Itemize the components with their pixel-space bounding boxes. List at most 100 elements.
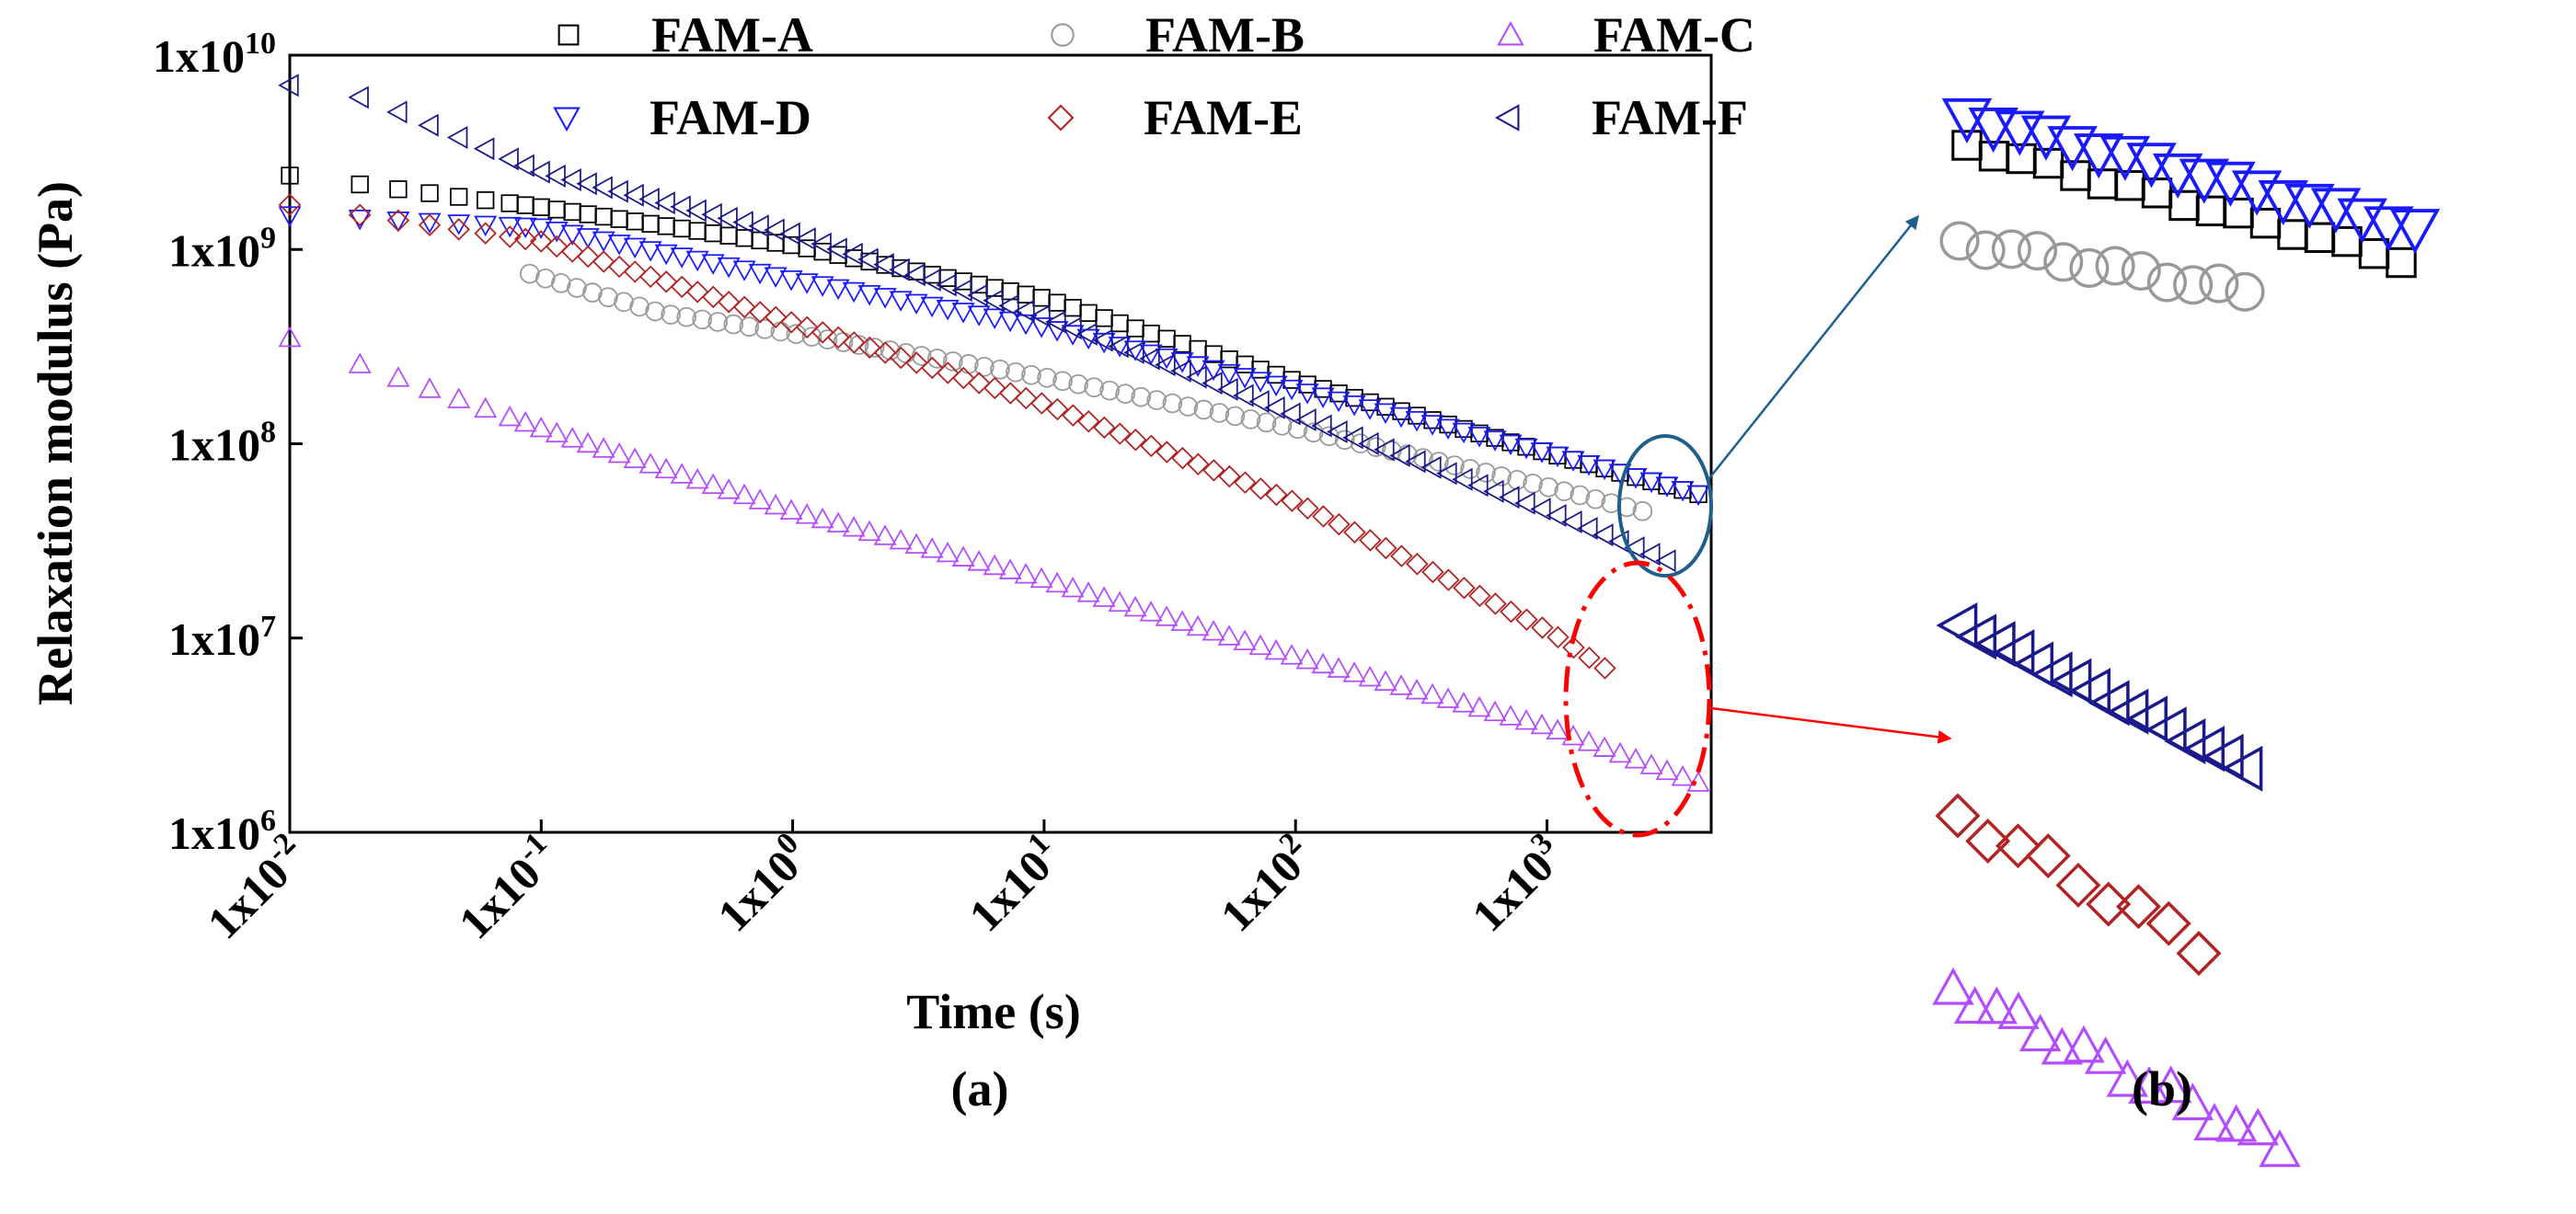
data-point: [1281, 489, 1304, 512]
data-point: [654, 457, 678, 479]
zoom-data-point: [2214, 1104, 2258, 1142]
zoom-data-point: [2386, 246, 2417, 279]
data-point: [1217, 377, 1238, 401]
data-point: [889, 528, 913, 550]
data-point: [766, 234, 785, 252]
data-point: [1655, 549, 1676, 573]
data-point: [890, 346, 913, 370]
data-point: [999, 382, 1022, 405]
data-point: [1397, 444, 1418, 464]
data-point: [654, 270, 678, 293]
data-point: [1436, 462, 1457, 486]
data-series-layer: [278, 74, 1710, 792]
zoom-data-point: [2202, 733, 2244, 780]
data-point: [1029, 567, 1053, 589]
data-point: [1546, 718, 1570, 740]
zoom-data-point: [2073, 133, 2124, 179]
data-point: [1608, 741, 1632, 763]
data-point: [1233, 368, 1257, 389]
data-point: [641, 214, 660, 234]
data-point: [1155, 605, 1179, 626]
data-point: [1014, 299, 1035, 323]
data-point: [786, 324, 807, 344]
data-point: [1358, 399, 1382, 420]
data-point: [952, 366, 975, 390]
data-point: [607, 441, 631, 464]
legend-label: FAM-A: [651, 7, 813, 63]
data-point: [880, 340, 901, 361]
data-point: [1014, 314, 1038, 336]
data-point: [685, 199, 707, 223]
zoom-series-fam-f: [1936, 602, 2263, 792]
zoom-data-point: [2179, 158, 2230, 204]
zoom-data-point: [2193, 1103, 2236, 1140]
data-point: [547, 200, 566, 219]
data-point: [1312, 505, 1335, 528]
data-point: [1021, 364, 1041, 385]
legend-label: FAM-F: [1592, 90, 1748, 145]
data-point: [278, 74, 299, 97]
zoom-data-point: [2041, 1026, 2084, 1065]
data-point: [843, 331, 866, 354]
data-point: [764, 267, 788, 288]
data-point: [513, 217, 537, 239]
data-point: [1593, 523, 1614, 547]
data-point: [386, 366, 410, 387]
data-point: [1093, 416, 1116, 440]
data-point: [614, 292, 634, 313]
legend-marker-icon: [553, 107, 581, 132]
data-point: [1593, 736, 1616, 757]
series-fam-b: [520, 263, 1653, 521]
data-point: [764, 493, 788, 515]
data-point: [1079, 304, 1098, 322]
data-point: [545, 421, 569, 443]
data-point: [1452, 467, 1473, 491]
data-point: [1452, 692, 1476, 713]
data-point: [592, 250, 615, 273]
data-point: [685, 281, 709, 304]
data-point: [974, 357, 995, 377]
y-axis-label: Relaxation modulus (Pa): [28, 181, 83, 705]
data-point: [764, 305, 788, 329]
data-point: [717, 478, 741, 499]
data-point: [717, 257, 741, 279]
data-point: [1095, 309, 1113, 327]
data-point: [685, 250, 709, 272]
zoom-series-fam-c: [1932, 967, 2301, 1167]
data-point: [1045, 310, 1066, 334]
data-point: [801, 326, 822, 347]
data-point: [1578, 647, 1601, 670]
data-point: [951, 303, 975, 324]
data-point: [1577, 454, 1601, 476]
data-point: [1570, 485, 1591, 506]
zoom-data-point: [2055, 862, 2101, 908]
data-point: [629, 296, 650, 317]
data-point: [1476, 463, 1496, 483]
data-point: [1639, 543, 1661, 567]
data-point: [551, 273, 571, 293]
data-point: [936, 273, 957, 297]
data-point: [623, 183, 644, 207]
data-point: [1062, 404, 1085, 427]
data-point: [1139, 347, 1160, 371]
data-point: [576, 245, 600, 269]
y-tick-label: 1x108: [168, 416, 276, 471]
data-point: [1342, 661, 1366, 682]
data-point: [1546, 503, 1567, 527]
zoom-data-point: [2164, 718, 2206, 764]
data-point: [610, 210, 628, 228]
data-point: [513, 410, 537, 432]
data-point: [1170, 610, 1194, 632]
data-point: [657, 217, 675, 235]
data-point: [1374, 403, 1397, 424]
zoom-data-point: [2237, 1107, 2280, 1146]
data-point: [1092, 586, 1116, 607]
data-point: [529, 218, 553, 239]
data-point: [826, 237, 847, 261]
data-point: [348, 86, 369, 109]
data-point: [1343, 521, 1366, 544]
x-axis: 1x10-2 1x10-1 1x100 1x101 1x102 1x103: [195, 819, 1574, 949]
data-point: [1655, 759, 1679, 781]
data-point: [701, 473, 725, 494]
